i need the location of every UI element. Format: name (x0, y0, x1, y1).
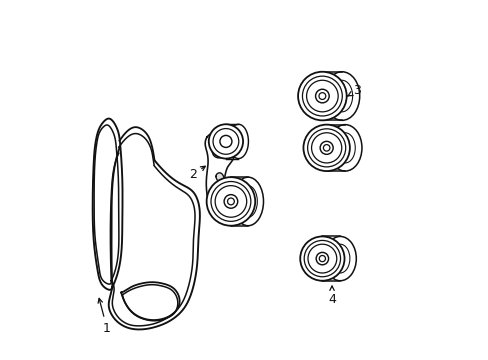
Circle shape (298, 72, 346, 120)
Text: 2: 2 (188, 166, 205, 181)
Circle shape (220, 135, 231, 148)
Circle shape (212, 145, 225, 158)
Text: 4: 4 (327, 286, 335, 306)
Ellipse shape (328, 125, 361, 171)
Circle shape (303, 125, 349, 171)
Text: 1: 1 (98, 298, 111, 335)
Circle shape (320, 141, 332, 154)
Ellipse shape (324, 237, 356, 281)
Text: 3: 3 (347, 84, 360, 97)
Polygon shape (205, 133, 234, 217)
Ellipse shape (228, 124, 248, 158)
Circle shape (315, 89, 328, 103)
Circle shape (206, 177, 255, 226)
Circle shape (208, 124, 243, 158)
Circle shape (224, 195, 237, 208)
Ellipse shape (324, 72, 359, 120)
Circle shape (316, 252, 328, 265)
Polygon shape (216, 173, 224, 184)
Ellipse shape (232, 177, 263, 226)
Circle shape (300, 237, 344, 281)
